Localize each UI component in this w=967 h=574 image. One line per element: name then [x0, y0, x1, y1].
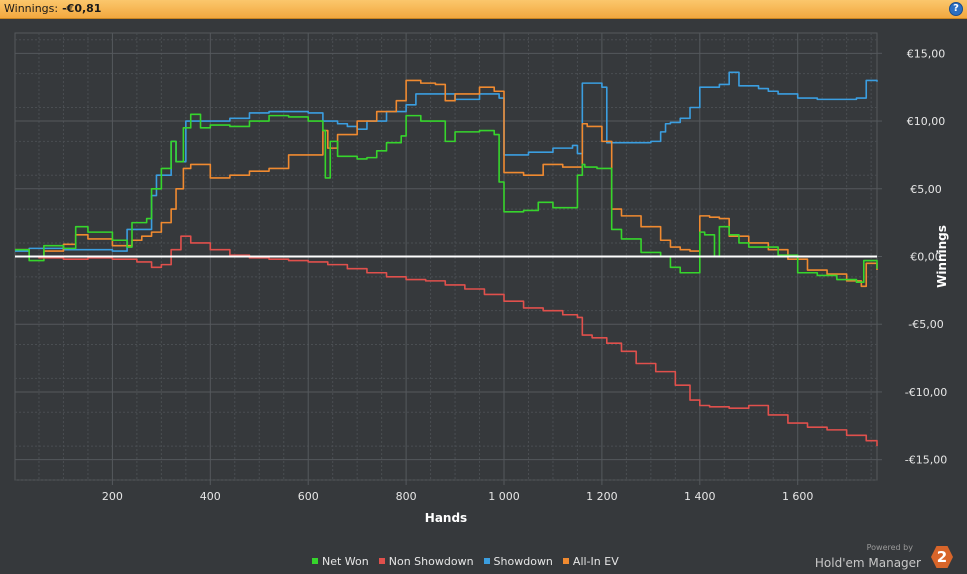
x-axis-title: Hands — [425, 511, 467, 525]
x-tick-label: 200 — [102, 490, 123, 503]
x-tick-label: 1 200 — [586, 490, 618, 503]
y-tick-label: €10,00 — [907, 115, 946, 128]
powered-by-text: Powered by — [866, 543, 913, 552]
winnings-chart: 200 400 600 800 1 000 1 200 1 400 1 600 €15,00 €1… — [14, 32, 949, 525]
y-axis-title: Winnings — [935, 225, 949, 288]
legend-label-non-showdown: Non Showdown — [388, 554, 474, 568]
help-icon[interactable]: ? — [949, 2, 963, 16]
legend-label-net-won: Net Won — [322, 554, 369, 568]
winnings-value: -€0,81 — [62, 2, 102, 15]
legend-item-all-in-ev[interactable]: All-In EV — [562, 554, 619, 568]
legend-item-non-showdown[interactable]: Non Showdown — [378, 554, 474, 568]
legend-swatch-showdown — [483, 558, 490, 564]
y-tick-label: -€15,00 — [905, 454, 947, 467]
x-tick-label: 400 — [200, 490, 221, 503]
y-tick-label: -€10,00 — [905, 386, 947, 399]
x-tick-label: 600 — [298, 490, 319, 503]
legend-label-all-in-ev: All-In EV — [572, 554, 619, 568]
title-bar: Winnings: -€0,81 ? — [0, 0, 967, 19]
brand-name: Hold'em Manager — [814, 556, 921, 570]
x-tick-label: 1 600 — [782, 490, 814, 503]
chart-legend: Net Won Non Showdown Showdown All-In EV — [312, 553, 619, 569]
y-tick-label: €15,00 — [907, 47, 946, 60]
legend-item-net-won[interactable]: Net Won — [312, 555, 369, 568]
legend-swatch-all-in-ev — [562, 558, 569, 564]
hm2-logo-icon: 2 — [931, 546, 953, 568]
x-tick-label: 800 — [396, 490, 417, 503]
legend-item-showdown[interactable]: Showdown — [483, 554, 553, 568]
y-tick-label: €0,00 — [910, 251, 942, 264]
x-tick-label: 1 400 — [684, 490, 716, 503]
legend-swatch-net-won — [312, 558, 318, 564]
series-line-all-in-ev — [15, 79, 878, 288]
y-tick-label: -€5,00 — [908, 318, 943, 331]
winnings-summary: Winnings: -€0,81 — [4, 2, 101, 15]
brand-badge: Powered by Hold'em Manager 2 — [814, 543, 953, 570]
winnings-label: Winnings: — [4, 2, 59, 15]
series-line-net-won — [15, 113, 878, 284]
series-line-non-showdown — [15, 235, 878, 447]
legend-label-showdown: Showdown — [493, 554, 553, 568]
legend-swatch-non-showdown — [378, 558, 385, 564]
x-tick-label: 1 000 — [488, 490, 520, 503]
y-tick-label: €5,00 — [910, 183, 942, 196]
